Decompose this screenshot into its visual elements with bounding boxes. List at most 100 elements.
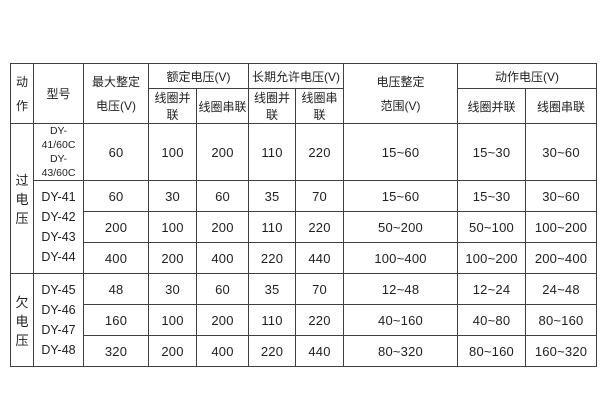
- header-operate-coil-parallel: 线圈并联: [457, 88, 526, 124]
- overvoltage-char-2: 电: [15, 192, 29, 207]
- model-name: DY-48: [41, 343, 76, 357]
- cell-setting-range: 15~60: [343, 180, 458, 212]
- model-name: DY-45: [41, 283, 76, 297]
- header-max-setting-voltage: 最大整定 电压(V): [83, 63, 149, 124]
- undervoltage-char-2: 电: [15, 313, 29, 329]
- header-longterm-coil-parallel: 线圈并联: [248, 88, 296, 124]
- cell-setting-range: 12~48: [343, 273, 458, 305]
- cell-longterm-series: 440: [295, 242, 344, 274]
- cell-max-setting: 200: [83, 211, 149, 243]
- cell-max-setting: 48: [83, 273, 149, 305]
- table-row: 400 200 400 220 440 100~400 100~200 200~…: [11, 242, 597, 274]
- cell-max-setting: 400: [83, 242, 149, 274]
- overvoltage-char-1: 过: [15, 173, 29, 188]
- overvoltage-char-3: 压: [15, 211, 29, 226]
- cell-operate-parallel: 80~160: [457, 335, 526, 367]
- cell-rated-series: 400: [196, 335, 249, 367]
- header-row-groups: 动 作 型号 最大整定 电压(V) 额定电压(V) 长期允许电压(V) 电压整定: [10, 63, 597, 124]
- model-name: DY-42: [41, 210, 76, 224]
- cell-rated-parallel: 100: [148, 123, 197, 181]
- section-label-overvoltage: 过 电 压: [10, 123, 34, 274]
- cell-rated-series: 200: [196, 304, 249, 336]
- cell-rated-series: 200: [196, 211, 249, 243]
- header-max-setting-line2: 电压(V): [96, 98, 136, 113]
- undervoltage-char-1: 欠: [15, 294, 29, 310]
- cell-operate-parallel: 15~30: [457, 123, 526, 181]
- model-name: DY-46: [41, 303, 76, 317]
- header-action-line1: 动: [15, 74, 28, 89]
- header-operate-voltage-group: 动作电压(V): [457, 63, 597, 89]
- cell-longterm-parallel: 35: [248, 180, 296, 212]
- model-cell-dy41-60c: DY-41/60C DY-43/60C: [33, 123, 84, 181]
- header-operate-coil-series: 线圈串联: [525, 88, 597, 124]
- cell-operate-series: 30~60: [525, 123, 597, 181]
- cell-operate-parallel: 40~80: [457, 304, 526, 336]
- cell-longterm-parallel: 110: [248, 123, 296, 181]
- cell-operate-series: 80~160: [525, 304, 597, 336]
- cell-longterm-parallel: 35: [248, 273, 296, 305]
- cell-longterm-parallel: 110: [248, 304, 296, 336]
- table-row: 过 电 压 DY-41/60C DY-43/60C 60 100 200 110…: [10, 123, 597, 274]
- cell-operate-series: 24~48: [525, 273, 597, 305]
- header-max-setting-line1: 最大整定: [91, 74, 140, 89]
- cell-max-setting: 320: [83, 335, 149, 367]
- model-name: DY-47: [41, 323, 76, 337]
- cell-rated-series: 400: [196, 242, 249, 274]
- cell-rated-series: 200: [196, 123, 249, 181]
- model-cell-dy41-44: DY-41 DY-42 DY-43 DY-44: [33, 180, 84, 274]
- cell-rated-parallel: 30: [148, 273, 197, 305]
- table-row: DY-41 DY-42 DY-43 DY-44 60 30 60 35 70 1…: [11, 180, 597, 274]
- cell-rated-parallel: 200: [148, 335, 197, 367]
- model-name: DY-43: [41, 230, 76, 244]
- table-row: 160 100 200 110 220 40~160 40~80 80~160: [11, 304, 597, 336]
- table-row: 欠 电 压 DY-45 DY-46 DY-47 DY-48 48 30 60: [10, 273, 597, 367]
- header-longterm-voltage-group: 长期允许电压(V): [248, 63, 344, 89]
- table-row: 200 100 200 110 220 50~200 50~100 100~20…: [11, 211, 597, 243]
- cell-operate-parallel: 15~30: [457, 180, 526, 212]
- cell-rated-series: 60: [196, 180, 249, 212]
- cell-longterm-series: 220: [295, 211, 344, 243]
- cell-max-setting: 160: [83, 304, 149, 336]
- header-longterm-coil-series: 线圈串联: [295, 88, 344, 124]
- cell-operate-parallel: 12~24: [457, 273, 526, 305]
- section-label-undervoltage: 欠 电 压: [10, 273, 34, 367]
- model-name: DY-43/60C: [41, 153, 76, 179]
- cell-rated-parallel: 30: [148, 180, 197, 212]
- header-model: 型号: [33, 63, 84, 124]
- cell-longterm-parallel: 220: [248, 242, 296, 274]
- cell-setting-range: 40~160: [343, 304, 458, 336]
- cell-max-setting: 60: [83, 123, 149, 181]
- header-action: 动 作: [10, 63, 34, 124]
- header-row-subcolumns: 线圈并联 线圈串联 线圈并联 线圈串联 线圈并联 线圈串联: [11, 88, 597, 124]
- cell-rated-parallel: 100: [148, 211, 197, 243]
- cell-longterm-series: 70: [295, 273, 344, 305]
- header-setting-range-line2: 范围(V): [380, 98, 421, 113]
- cell-max-setting: 60: [83, 180, 149, 212]
- model-name: DY-44: [41, 250, 76, 264]
- cell-longterm-parallel: 110: [248, 211, 296, 243]
- cell-longterm-series: 220: [295, 304, 344, 336]
- voltage-spec-table: 动 作 型号 最大整定 电压(V) 额定电压(V) 长期允许电压(V) 电压整定: [10, 63, 597, 367]
- model-name: DY-41/60C: [41, 125, 76, 151]
- header-setting-range-line1: 电压整定: [376, 74, 425, 89]
- cell-operate-parallel: 50~100: [457, 211, 526, 243]
- cell-rated-series: 60: [196, 273, 249, 305]
- cell-setting-range: 100~400: [343, 242, 458, 274]
- header-rated-coil-series: 线圈串联: [196, 88, 249, 124]
- cell-setting-range: 80~320: [343, 335, 458, 367]
- cell-longterm-series: 440: [295, 335, 344, 367]
- cell-operate-series: 200~400: [525, 242, 597, 274]
- cell-longterm-series: 70: [295, 180, 344, 212]
- cell-setting-range: 15~60: [343, 123, 458, 181]
- model-cell-dy45-48: DY-45 DY-46 DY-47 DY-48: [33, 273, 84, 367]
- header-rated-voltage-group: 额定电压(V): [148, 63, 249, 89]
- cell-operate-series: 30~60: [525, 180, 597, 212]
- model-name: DY-41: [41, 190, 76, 204]
- cell-longterm-parallel: 220: [248, 335, 296, 367]
- cell-operate-parallel: 100~200: [457, 242, 526, 274]
- cell-rated-parallel: 200: [148, 242, 197, 274]
- cell-setting-range: 50~200: [343, 211, 458, 243]
- cell-rated-parallel: 100: [148, 304, 197, 336]
- cell-operate-series: 160~320: [525, 335, 597, 367]
